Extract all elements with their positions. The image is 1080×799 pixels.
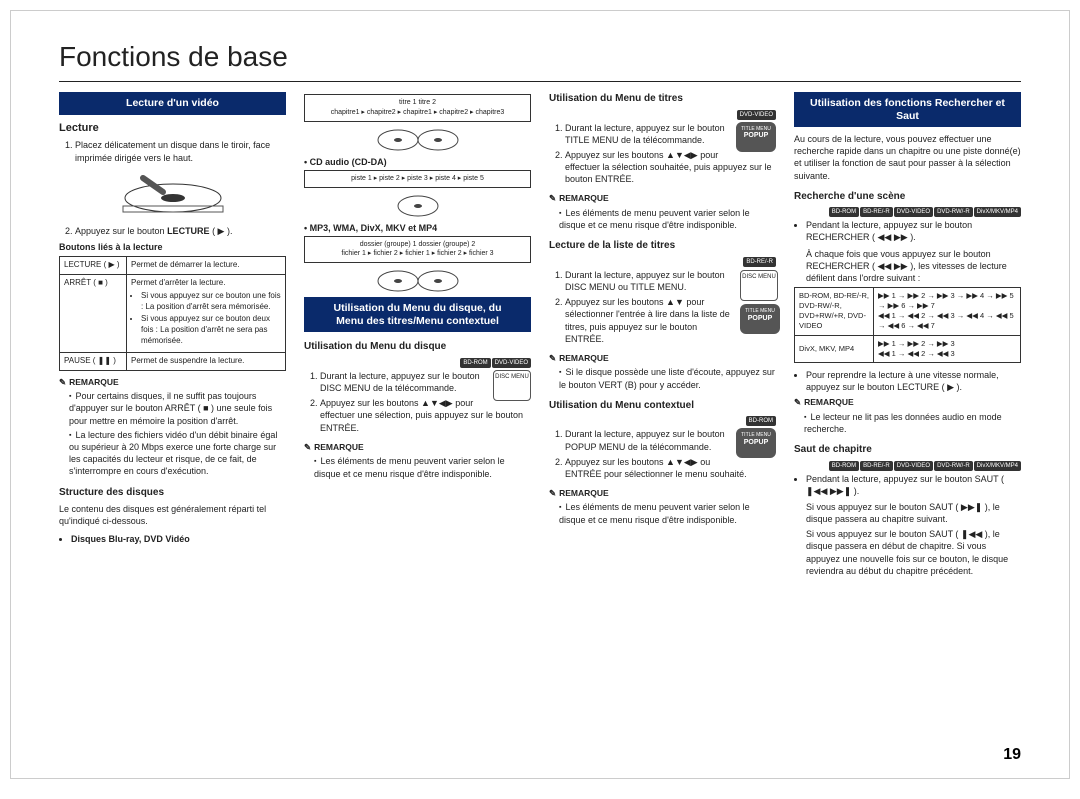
popup-button-icon: TITLE MENUPOPUP [736, 428, 776, 458]
lecture-step-2: Appuyez sur le bouton LECTURE ( ▶ ). [75, 225, 286, 237]
lecture-step-1: Placez délicatement un disque dans le ti… [75, 139, 286, 163]
heading-boutons: Boutons liés à la lecture [59, 241, 286, 253]
disc-icon-3 [304, 267, 531, 295]
titlemenu-button-icon-2: TITLE MENUPOPUP [740, 304, 780, 334]
btn-row-pause-desc: Permet de suspendre la lecture. [127, 352, 286, 370]
column-2: titre 1 titre 2 chapitre1 ▸ chapitre2 ▸ … [304, 92, 531, 577]
format-icons-discmenu: BD-ROMDVD-VIDEO [304, 358, 531, 368]
page-number: 19 [1003, 746, 1021, 764]
note-label-6: REMARQUE [794, 397, 1021, 408]
speed-r1-speeds: ▶▶ 1 → ▶▶ 2 → ▶▶ 3 → ▶▶ 4 → ▶▶ 5 → ▶▶ 6 … [874, 288, 1021, 336]
heading-structure: Structure des disques [59, 486, 286, 500]
structure-p: Le contenu des disques est généralement … [59, 503, 286, 527]
format-icons-search: BD-ROMBD-RE/-RDVD-VIDEODVD-RW/-RDivX/MKV… [794, 207, 1021, 217]
heading-cd: • CD audio (CD-DA) [304, 156, 531, 168]
playback-buttons-table: LECTURE ( ▶ ) Permet de démarrer la lect… [59, 256, 286, 370]
column-3: Utilisation du Menu de titres DVD-VIDEO … [549, 92, 776, 577]
note-list-2: Les éléments de menu peuvent varier selo… [304, 455, 531, 480]
skip-step-1: Pendant la lecture, appuyez sur le bouto… [806, 473, 1021, 497]
btn-row-play-desc: Permet de démarrer la lecture. [127, 257, 286, 275]
disc-icon-2 [304, 192, 531, 220]
section-disc-menu: Utilisation du Menu du disque, duMenu de… [304, 297, 531, 332]
btn-row-stop-label: ARRÊT ( ■ ) [60, 274, 127, 352]
heading-lecture: Lecture [59, 121, 286, 136]
skip-p1: Si vous appuyez sur le bouton SAUT ( ▶▶❚… [794, 501, 1021, 525]
discmenu-button-icon-2: DISC MENU [740, 270, 778, 301]
page-title: Fonctions de base [59, 41, 1021, 73]
search-p2: À chaque fois que vous appuyez sur le bo… [794, 248, 1021, 284]
structure-box-mp3: dossier (groupe) 1 dossier (groupe) 2 fi… [304, 236, 531, 264]
heading-discmenu: Utilisation du Menu du disque [304, 340, 531, 354]
search-step-1: Pendant la lecture, appuyez sur le bouto… [806, 219, 1021, 243]
structure-box-cd: piste 1 ▸ piste 2 ▸ piste 3 ▸ piste 4 ▸ … [304, 170, 531, 188]
section-lecture-video: Lecture d'un vidéo [59, 92, 286, 115]
note-label-3: REMARQUE [549, 193, 776, 204]
note-label-4: REMARQUE [549, 353, 776, 364]
section-search-skip: Utilisation des fonctions Rechercher et … [794, 92, 1021, 127]
heading-titlemenu: Utilisation du Menu de titres [549, 92, 776, 106]
disc-insert-drawing [59, 168, 286, 221]
speed-r2-formats: DivX, MKV, MP4 [795, 335, 874, 362]
note-label-5: REMARQUE [549, 488, 776, 499]
search-intro: Au cours de la lecture, vous pouvez effe… [794, 133, 1021, 182]
titlemenu-button-icon: TITLE MENUPOPUP [736, 122, 776, 152]
structure-bluray: Disques Blu-ray, DVD Vidéo [71, 533, 286, 545]
heading-titlelist: Lecture de la liste de titres [549, 239, 776, 253]
format-icons-ctx: BD-ROM [549, 416, 776, 426]
speed-r2-speeds: ▶▶ 1 → ▶▶ 2 → ▶▶ 3 ◀◀ 1 → ◀◀ 2 → ◀◀ 3 [874, 335, 1021, 362]
structure-box-bluray: titre 1 titre 2 chapitre1 ▸ chapitre2 ▸ … [304, 94, 531, 122]
note-list-1: Pour certains disques, il ne suffit pas … [59, 390, 286, 478]
lecture-steps-2: Appuyez sur le bouton LECTURE ( ▶ ). [59, 225, 286, 237]
column-4: Utilisation des fonctions Rechercher et … [794, 92, 1021, 577]
title-rule [59, 81, 1021, 82]
search-resume: Pour reprendre la lecture à une vitesse … [806, 369, 1021, 393]
speed-r1-formats: BD-ROM, BD-RE/-R, DVD-RW/-R, DVD+RW/+R, … [795, 288, 874, 336]
speed-table: BD-ROM, BD-RE/-R, DVD-RW/-R, DVD+RW/+R, … [794, 287, 1021, 363]
format-icons-title: DVD-VIDEO [549, 110, 776, 120]
btn-row-play-label: LECTURE ( ▶ ) [60, 257, 127, 275]
heading-context: Utilisation du Menu contextuel [549, 399, 776, 413]
format-icons-skip: BD-ROMBD-RE/-RDVD-VIDEODVD-RW/-RDivX/MKV… [794, 461, 1021, 471]
btn-row-pause-label: PAUSE ( ❚❚ ) [60, 352, 127, 370]
format-icons-list: BD-RE/-R [549, 257, 776, 267]
columns: Lecture d'un vidéo Lecture Placez délica… [59, 92, 1021, 577]
heading-skip: Saut de chapitre [794, 443, 1021, 457]
column-1: Lecture d'un vidéo Lecture Placez délica… [59, 92, 286, 577]
disc-icon-1 [304, 126, 531, 154]
btn-row-stop-desc: Permet d'arrêter la lecture. Si vous app… [127, 274, 286, 352]
skip-p2: Si vous appuyez sur le bouton SAUT ( ❚◀◀… [794, 528, 1021, 577]
lecture-steps: Placez délicatement un disque dans le ti… [59, 139, 286, 163]
manual-page: Fonctions de base Lecture d'un vidéo Lec… [10, 10, 1070, 779]
heading-mp3: • MP3, WMA, DivX, MKV et MP4 [304, 222, 531, 234]
discmenu-button-icon: DISC MENU [493, 370, 531, 401]
note-label-2: REMARQUE [304, 442, 531, 453]
note-label-1: REMARQUE [59, 377, 286, 388]
heading-search: Recherche d'une scène [794, 190, 1021, 204]
